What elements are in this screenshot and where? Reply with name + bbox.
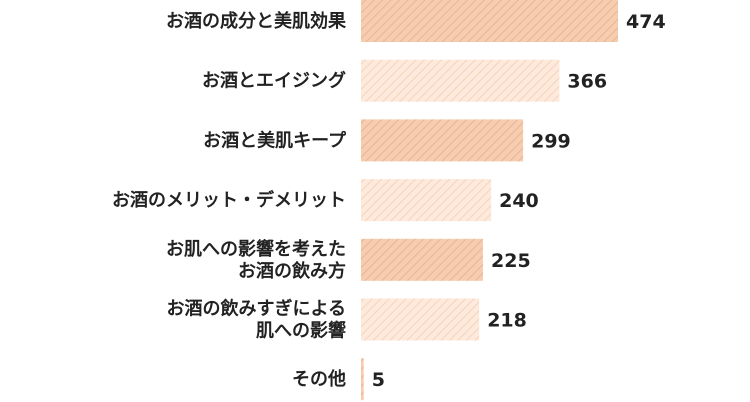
category-label-6: その他 bbox=[292, 368, 346, 390]
category-label-4: お肌への影響を考えたお酒の飲み方 bbox=[166, 238, 346, 282]
category-label-1: お酒とエイジング bbox=[202, 70, 346, 92]
bar-3 bbox=[361, 179, 492, 222]
bar-0 bbox=[361, 0, 618, 42]
value-labels-group: 474 366 299 240 225 218 5 bbox=[372, 11, 666, 391]
category-label-2: お酒と美肌キープ bbox=[203, 129, 347, 151]
category-label-0: お酒の成分と美肌効果 bbox=[166, 10, 347, 32]
bar-1 bbox=[361, 59, 560, 102]
category-labels-group: お酒の成分と美肌効果お酒とエイジングお酒と美肌キープお酒のメリット・デメリットお… bbox=[112, 10, 347, 390]
bar-5 bbox=[361, 298, 480, 341]
value-label-0: 474 bbox=[626, 11, 666, 33]
value-label-4: 225 bbox=[491, 250, 531, 272]
bar-6 bbox=[361, 358, 364, 401]
category-label-3: お酒のメリット・デメリット bbox=[112, 189, 346, 211]
value-label-6: 5 bbox=[372, 369, 385, 391]
category-label-5: お酒の飲みすぎによる肌への影響 bbox=[167, 298, 346, 342]
bar-2 bbox=[361, 119, 524, 162]
bars-group bbox=[361, 0, 618, 401]
value-label-5: 218 bbox=[487, 310, 527, 332]
bar-4 bbox=[361, 238, 483, 281]
value-label-3: 240 bbox=[499, 190, 539, 212]
value-label-1: 366 bbox=[567, 71, 607, 93]
value-label-2: 299 bbox=[531, 130, 571, 152]
